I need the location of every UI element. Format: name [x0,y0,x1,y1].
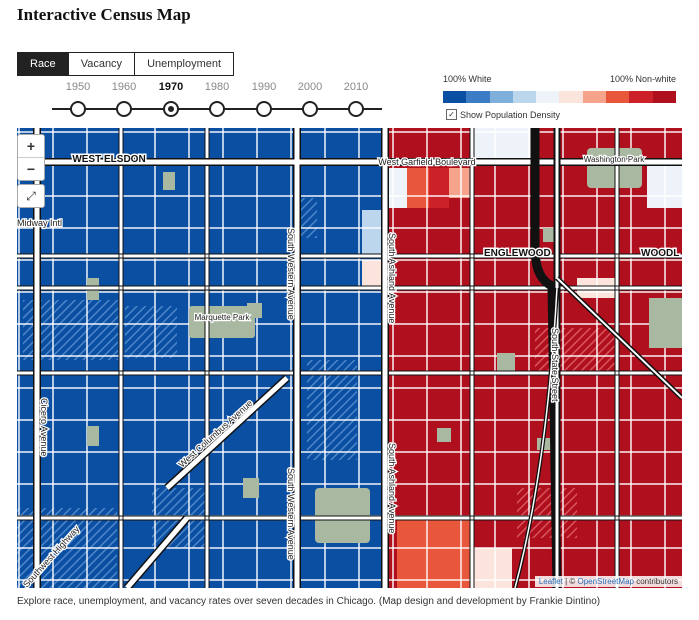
map-caption: Explore race, unemployment, and vacancy … [17,596,601,607]
year-label-1960: 1960 [111,81,137,93]
legend-swatch-3 [489,91,513,103]
legend-right-label: 100% Non-white [609,74,676,84]
legend-swatch-6 [559,91,583,103]
year-dot-1970[interactable] [163,101,179,117]
zoom-in-button[interactable]: + [18,135,44,158]
page-title: Interactive Census Map [17,5,191,24]
density-toggle[interactable]: ✓ Show Population Density [446,109,560,120]
street-label-state: South State Street [550,328,560,402]
street-label-ashland-2: South Ashland Avenue [387,443,397,533]
street-label-western-1: South Western Avenue [286,228,296,320]
label-midway: Midway Intl [17,218,62,228]
year-label-1950: 1950 [65,81,91,93]
legend-swatch-1 [443,91,467,103]
year-dot-2010[interactable] [348,101,364,117]
year-label-2000: 2000 [297,81,323,93]
place-label-woodl: WOODL [641,248,679,259]
zoom-out-button[interactable]: − [26,161,36,177]
fullscreen-icon[interactable]: ⤢ [17,184,45,208]
year-dot-2000[interactable] [302,101,318,117]
street-label-western-2: South Western Avenue [286,468,296,560]
year-timeline: 1950 1960 1970 1980 1990 2000 2010 [17,80,397,122]
tab-vacancy[interactable]: Vacancy [68,52,136,76]
legend-swatch-10 [652,91,676,103]
park-label-marquette: Marquette Park [195,313,251,322]
leaflet-link[interactable]: Leaflet [538,577,563,586]
year-label-1990: 1990 [251,81,277,93]
legend-swatch-4 [512,91,537,103]
place-label-west-elsdon-1: WEST ELSDON [72,154,145,165]
street-label-garfield: West Garfield Boulevard [378,157,475,167]
year-label-1980: 1980 [204,81,230,93]
legend-swatch-5 [536,91,560,103]
year-label-2010: 2010 [343,81,369,93]
density-label: Show Population Density [460,109,561,120]
metric-tabs: Race Vacancy Unemployment [17,52,235,76]
legend-swatch-8 [606,91,630,103]
census-map[interactable]: WEST ELSDON ENGLEWOOD WOODL Marquette Pa… [17,128,682,588]
park-label-washington: Washington Park [584,155,646,164]
rail-line [530,128,562,588]
legend-color-scale [443,91,676,103]
map-attribution: Leaflet | © OpenStreetMap contributors [534,576,682,587]
tab-race[interactable]: Race [17,52,69,76]
legend-swatch-7 [582,91,607,103]
zoom-control: + − [17,134,45,181]
density-checkbox[interactable]: ✓ [446,109,457,120]
year-dot-1950[interactable] [70,101,86,117]
legend-swatch-9 [629,91,653,103]
tab-unemployment[interactable]: Unemployment [135,52,235,76]
year-label-1970: 1970 [158,81,184,93]
place-label-englewood: ENGLEWOOD [484,248,551,259]
year-dot-1990[interactable] [256,101,272,117]
legend-swatch-2 [466,91,490,103]
legend-left-label: 100% White [443,74,492,84]
osm-link[interactable]: OpenStreetMap [577,577,634,586]
year-dot-1960[interactable] [116,101,132,117]
street-label-ashland-1: South Ashland Avenue [387,233,397,323]
street-label-cicero: Cicero Avenue [39,398,49,456]
year-dot-1980[interactable] [209,101,225,117]
